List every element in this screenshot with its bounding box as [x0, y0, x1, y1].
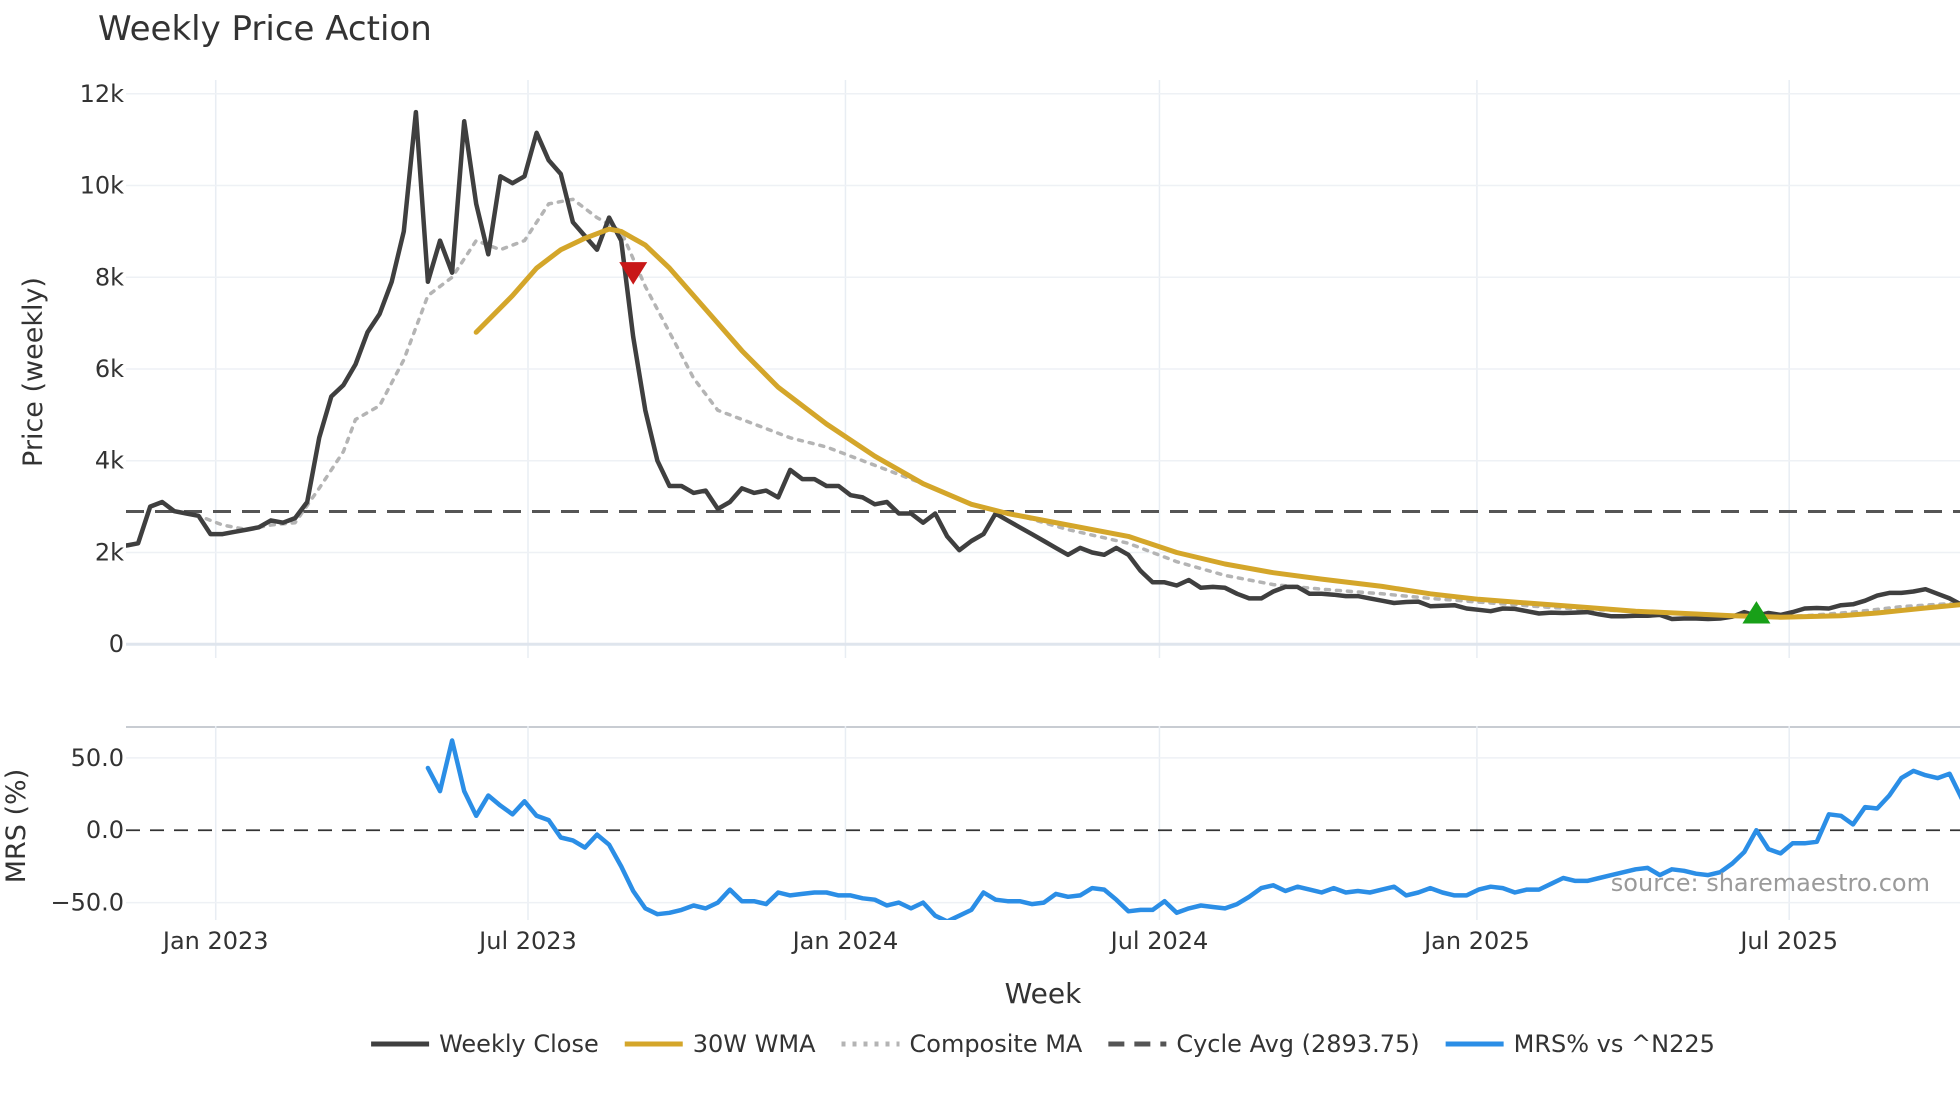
x-tick-label: Jul 2023 [477, 927, 577, 955]
buy-signal-marker [1742, 601, 1771, 624]
price-y-tick-label: 8k [95, 263, 124, 291]
legend-item[interactable]: MRS% vs ^N225 [1445, 1030, 1715, 1058]
x-tick-label: Jul 2025 [1738, 927, 1838, 955]
price-y-axis-label: Price (weekly) [18, 277, 49, 467]
mrs-panel: 50.0 0.0 −50.0 MRS (%) source: sharemaestr… [1, 726, 1960, 920]
source-note: source: sharemaestro.com [1611, 869, 1930, 897]
mrs-gridlines [126, 726, 1960, 920]
legend-label: MRS% vs ^N225 [1514, 1030, 1715, 1058]
legend-label: Composite MA [910, 1030, 1083, 1058]
price-y-tick-label: 0 [109, 630, 124, 658]
legend-item[interactable]: Weekly Close [371, 1030, 599, 1058]
x-tick-label: Jan 2024 [791, 927, 899, 955]
chart-title: Weekly Price Action [98, 9, 432, 49]
price-panel: 0 2k 4k 6k 8k 10k 12k Price (weekly) [18, 80, 1960, 658]
mrs-y-tick-label: −50.0 [50, 889, 124, 917]
x-tick-label: Jul 2024 [1109, 927, 1209, 955]
legend: Weekly Close 30W WMA Composite MA Cycle Avg… [371, 1030, 1715, 1058]
series-weekly-close-line [126, 109, 1960, 622]
mrs-y-tick-labels: 50.0 0.0 −50.0 [50, 744, 124, 917]
price-y-tick-label: 2k [95, 538, 124, 566]
legend-label: Cycle Avg (2893.75) [1176, 1030, 1419, 1058]
price-y-tick-label: 10k [80, 172, 125, 200]
series-30w-wma-line [473, 226, 1960, 620]
sell-signal-marker [619, 262, 648, 285]
price-gridlines [126, 80, 1960, 658]
x-axis-label: Week [1005, 977, 1082, 1010]
x-tick-label: Jan 2023 [161, 927, 269, 955]
legend-label: Weekly Close [439, 1030, 599, 1058]
mrs-y-axis-label: MRS (%) [1, 769, 32, 884]
series-mrs-line [425, 738, 1960, 920]
mrs-plot-area [425, 738, 1960, 920]
series-composite-ma-line [172, 197, 1960, 619]
legend-label: 30W WMA [693, 1030, 816, 1058]
price-y-tick-label: 12k [80, 80, 125, 108]
price-y-tick-label: 6k [95, 355, 124, 383]
legend-item[interactable]: Composite MA [841, 1030, 1083, 1058]
price-y-tick-labels: 0 2k 4k 6k 8k 10k 12k [80, 80, 125, 658]
price-y-tick-label: 4k [95, 447, 124, 475]
x-tick-label: Jan 2025 [1422, 927, 1530, 955]
mrs-y-tick-label: 50.0 [71, 744, 124, 772]
price-plot-area [126, 109, 1960, 624]
mrs-y-tick-label: 0.0 [86, 816, 124, 844]
x-tick-labels: Jan 2023 Jul 2023 Jan 2024 Jul 2024 Jan 2025… [161, 927, 1838, 955]
legend-item[interactable]: 30W WMA [624, 1030, 816, 1058]
legend-item[interactable]: Cycle Avg (2893.75) [1108, 1030, 1420, 1058]
